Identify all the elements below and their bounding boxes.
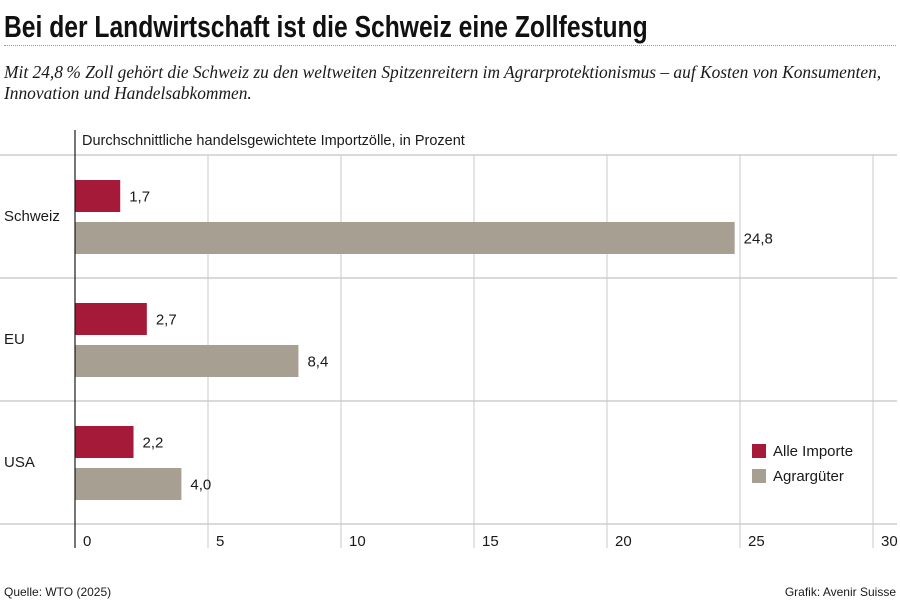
legend-label-alle-importe: Alle Importe — [773, 443, 853, 460]
bar-agrarguter-eu — [75, 345, 299, 377]
data-label-alle-importe-usa: 2,2 — [143, 435, 164, 452]
data-label-agrarguter-usa: 4,0 — [190, 477, 211, 494]
x-axis-title: Durchschnittliche handelsgewichtete Impo… — [82, 133, 465, 149]
data-label-agrarguter-eu: 8,4 — [307, 354, 328, 371]
data-label-alle-importe-schweiz: 1,7 — [129, 189, 150, 206]
bar-agrarguter-usa — [75, 468, 182, 500]
source-note: Quelle: WTO (2025) — [4, 585, 111, 599]
chart-subtitle: Mit 24,8 % Zoll gehört die Schweiz zu de… — [4, 62, 882, 103]
x-tick-label: 10 — [349, 533, 366, 550]
x-tick-label: 5 — [216, 533, 224, 550]
bar-alle-importe-schweiz — [75, 180, 121, 212]
legend-label-agrargueter: Agrargüter — [773, 468, 844, 485]
x-tick-label: 0 — [83, 533, 91, 550]
bar-agrarguter-schweiz — [75, 222, 735, 254]
category-label-eu: EU — [4, 331, 25, 348]
bar-alle-importe-eu — [75, 303, 147, 335]
data-label-agrarguter-schweiz: 24,8 — [744, 231, 773, 248]
x-tick-label: 20 — [615, 533, 632, 550]
bar-layer — [75, 180, 735, 500]
bar-alle-importe-usa — [75, 426, 134, 458]
title-divider — [4, 45, 896, 46]
x-tick-label: 30 — [881, 533, 898, 550]
data-label-alle-importe-eu: 2,7 — [156, 312, 177, 329]
legend-swatch-alle-importe — [752, 444, 766, 458]
category-label-schweiz: Schweiz — [4, 208, 60, 225]
legend: Alle Importe Agrargüter — [752, 443, 853, 485]
chart-title: Bei der Landwirtschaft ist die Schweiz e… — [4, 9, 648, 44]
credit-note: Grafik: Avenir Suisse — [785, 585, 896, 599]
legend-swatch-agrargueter — [752, 469, 766, 483]
x-tick-label: 25 — [748, 533, 765, 550]
x-tick-label: 15 — [482, 533, 499, 550]
label-layer: 0 5 10 15 20 25 30 Schweiz 1,7 24,8 EU 2,7 8,4 USA 2,2… — [4, 189, 898, 551]
category-label-usa: USA — [4, 454, 35, 471]
